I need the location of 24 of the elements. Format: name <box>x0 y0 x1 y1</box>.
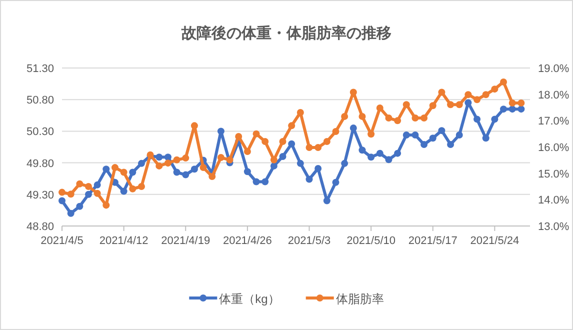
x-tick-label: 2021/5/10 <box>346 235 396 247</box>
y-tick-label: 50.80 <box>26 94 54 107</box>
y-tick-label: 49.80 <box>26 158 54 170</box>
y2-tick-label: 15.0% <box>538 168 570 180</box>
y-tick-label: 48.80 <box>26 221 54 233</box>
y-tick-label: 51.30 <box>26 63 54 75</box>
x-tick-label: 2021/4/12 <box>99 235 148 247</box>
y2-tick-label: 18.0% <box>538 89 570 102</box>
x-tick-label: 2021/4/26 <box>222 235 272 247</box>
x-tick-label: 2021/5/24 <box>470 235 520 247</box>
legend-label: 体重（kg） <box>219 292 280 306</box>
x-tick-label: 2021/4/5 <box>40 235 84 247</box>
x-tick-label: 2021/5/3 <box>288 235 331 247</box>
y-tick-label: 49.30 <box>26 189 54 202</box>
y2-tick-label: 16.0% <box>538 142 570 154</box>
y2-tick-label: 14.0% <box>538 194 570 207</box>
y2-tick-label: 19.0% <box>538 63 570 75</box>
y2-tick-label: 17.0% <box>538 116 570 128</box>
y-tick-label: 50.30 <box>26 126 54 138</box>
y2-tick-label: 13.0% <box>538 221 570 233</box>
legend-label: 体脂肪率 <box>336 292 384 306</box>
x-tick-label: 2021/5/17 <box>408 235 458 247</box>
chart-title: 故障後の体重・体脂肪率の推移 <box>180 24 392 42</box>
x-tick-label: 2021/4/19 <box>161 235 210 247</box>
